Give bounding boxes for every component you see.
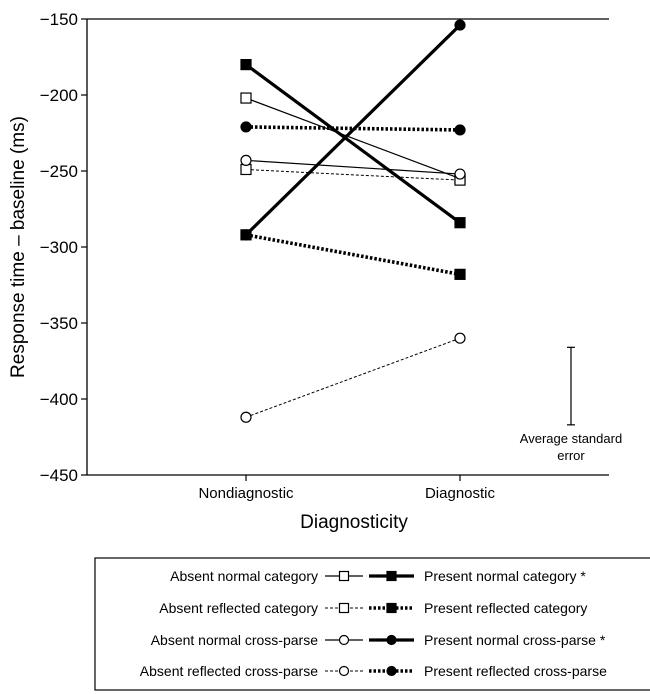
legend-label: Present reflected cross-parse	[424, 663, 607, 679]
y-tick-label: −350	[40, 314, 78, 333]
series-marker	[338, 665, 350, 677]
legend-label: Absent reflected category	[159, 600, 318, 616]
series-marker	[240, 411, 252, 423]
x-ticks: Nondiagnostic Diagnostic	[198, 475, 496, 502]
series-marker	[454, 332, 466, 344]
legend-label: Absent normal cross-parse	[151, 632, 319, 648]
series-marker	[454, 217, 466, 229]
legend-item: Absent reflected category	[159, 600, 363, 616]
series-marker	[240, 58, 252, 71]
legend: Absent normal category Absent reflected c…	[94, 557, 650, 691]
x-tick-label: Diagnostic	[425, 485, 496, 502]
legend-item: Present normal category *	[369, 568, 586, 584]
series-marker	[240, 154, 252, 166]
series-marker	[386, 602, 397, 614]
series-line	[245, 63, 461, 224]
legend-item: Absent reflected cross-parse	[140, 663, 363, 679]
y-tick-label: −300	[40, 238, 78, 257]
legend-item: Present reflected cross-parse	[369, 663, 607, 679]
legend-label: Absent normal category	[170, 568, 318, 584]
series-marker	[240, 229, 252, 241]
series-marker	[454, 268, 466, 280]
series-lines	[244, 23, 462, 418]
legend-item: Absent normal category	[170, 568, 363, 584]
series-marker	[338, 602, 350, 614]
series-marker	[386, 634, 397, 646]
legend-item: Present normal cross-parse *	[369, 632, 606, 648]
series-line	[245, 337, 461, 418]
axes	[86, 18, 609, 476]
error-bar-label: Average standard error	[520, 431, 622, 463]
legend-label: Present reflected category	[424, 600, 587, 616]
x-axis-label: Diagnosticity	[300, 512, 408, 533]
legend-label: Present normal cross-parse *	[424, 632, 606, 648]
error-bar-label-line: error	[557, 448, 585, 463]
series-marker	[386, 665, 397, 677]
y-ticks: −150 −200 −250 −300 −350 −400 −450	[40, 10, 87, 485]
legend-item: Absent normal cross-parse	[151, 632, 363, 648]
series-marker	[454, 124, 466, 136]
legend-label: Absent reflected cross-parse	[140, 663, 318, 679]
series-line	[245, 159, 461, 175]
legend-box	[94, 557, 650, 691]
average-standard-error: Average standard error	[520, 346, 622, 463]
series-group	[240, 19, 466, 423]
legend-label: Present normal category *	[424, 568, 586, 584]
y-axis-label: Response time – baseline (ms)	[8, 116, 29, 378]
series-marker	[240, 121, 252, 133]
y-tick-label: −150	[40, 10, 78, 29]
series-line	[245, 168, 461, 181]
error-bar-label-line: Average standard	[520, 431, 622, 446]
x-tick-label: Nondiagnostic	[198, 485, 294, 502]
series-line	[245, 233, 461, 277]
series-marker	[240, 163, 252, 176]
legend-item: Present reflected category	[369, 600, 587, 616]
y-tick-label: −400	[40, 390, 78, 409]
series-marker	[240, 92, 252, 104]
y-tick-label: −450	[40, 466, 78, 485]
series-line	[245, 97, 461, 180]
y-tick-label: −250	[40, 162, 78, 181]
series-marker	[454, 168, 466, 180]
series-marker	[338, 570, 350, 582]
series-markers	[240, 19, 466, 423]
series-marker	[338, 634, 350, 646]
series-line	[244, 23, 462, 236]
series-marker	[386, 570, 397, 582]
y-tick-label: −200	[40, 86, 78, 105]
series-marker	[454, 19, 466, 31]
